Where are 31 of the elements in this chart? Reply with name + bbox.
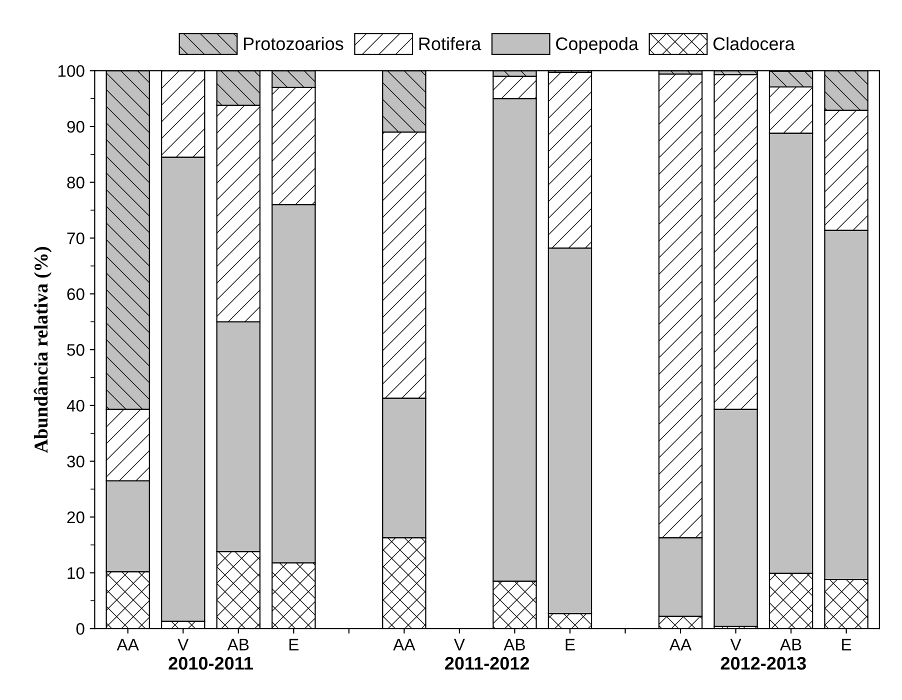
y-tick-label: 60 [67,288,84,300]
y-tick-label: 20 [67,511,84,524]
y-tick-label: 40 [66,400,84,412]
legend-label: Protozoarios [244,36,344,50]
x-tick-label: AB [504,638,525,650]
y-tick-label: 90 [67,120,84,133]
x-tick-label: AA [669,638,692,650]
y-axis-title: Abundância relativa (%) [34,246,52,453]
y-tick-label: 70 [67,232,84,244]
x-tick-label: V [454,638,465,650]
y-tick-label: 80 [67,176,84,188]
text: 2011-2012 [445,656,530,670]
y-tick-label: 100 [58,65,84,77]
y-tick-label: 50 [67,344,84,356]
x-tick-label: E [289,638,298,650]
legend-label: Rotifera [419,36,482,50]
text: 2010-2011 [168,656,253,670]
x-tick-label: AA [116,638,139,650]
x-tick-label: AB [780,638,802,650]
x-tick-label: V [730,638,742,650]
legend-label: Cladocera [713,36,795,50]
x-tick-label: V [178,638,189,650]
text: 2012-2013 [720,656,806,670]
x-tick-label: AB [227,638,249,650]
x-tick-label: AA [393,638,416,650]
x-tick-label: E [566,638,575,650]
y-tick-label: 30 [67,456,84,468]
legend-label: Copepoda [556,36,638,54]
x-tick-label: E [842,638,852,650]
y-tick-label: 10 [68,567,84,580]
y-tick-label: 0 [76,623,84,635]
